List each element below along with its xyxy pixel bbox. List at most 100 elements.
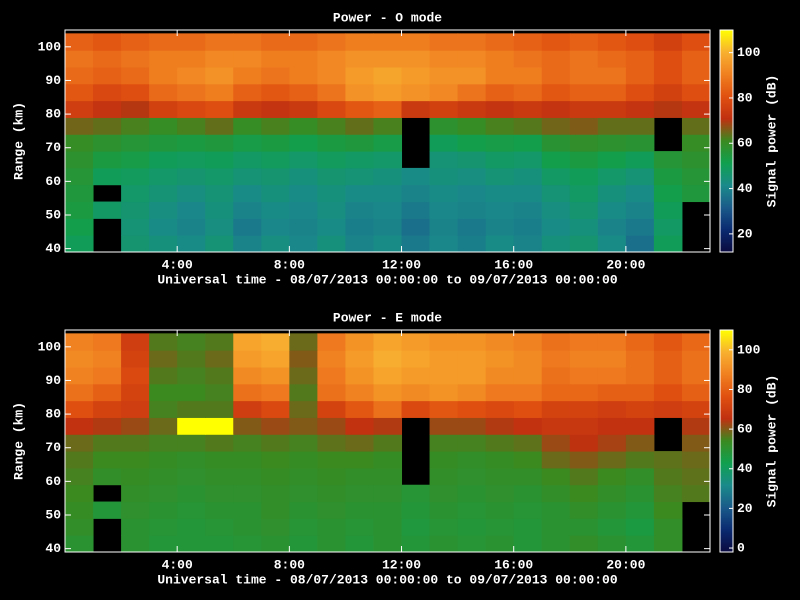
heat-cell — [261, 333, 290, 351]
heat-cell — [485, 367, 515, 385]
heat-cell — [625, 83, 655, 102]
heat-cell — [485, 167, 515, 186]
heat-cell — [261, 434, 290, 452]
heat-cell — [289, 383, 318, 402]
heat-cell — [65, 400, 94, 418]
heat-cell — [65, 50, 94, 68]
heat-cell — [625, 33, 655, 51]
heat-cell — [65, 367, 94, 385]
heat-cell — [541, 467, 571, 486]
heat-cell — [121, 518, 150, 536]
heat-cell — [681, 151, 710, 169]
heat-cell — [597, 434, 627, 452]
heat-cell — [653, 518, 683, 536]
heat-cell — [65, 484, 94, 503]
heat-cell — [597, 467, 627, 486]
heat-cell — [401, 67, 431, 85]
heat-cell — [121, 400, 150, 418]
heat-cell — [345, 501, 374, 519]
heat-cell — [261, 218, 290, 236]
heat-cell — [569, 235, 599, 252]
heat-cell — [205, 467, 234, 486]
heat-cell — [149, 33, 178, 51]
heat-cell — [345, 467, 374, 486]
heat-cell — [233, 117, 262, 135]
colorbar-tick-label: 100 — [737, 45, 761, 60]
heat-cell — [289, 400, 318, 418]
heat-cell — [625, 151, 655, 169]
heat-cell — [289, 333, 318, 351]
heat-cell — [513, 417, 543, 435]
heat-cell — [233, 151, 262, 169]
heat-cell — [513, 367, 543, 385]
heat-cell — [177, 67, 206, 85]
heat-cell — [233, 350, 262, 368]
heat-cell — [653, 501, 683, 519]
heat-cell — [429, 501, 459, 519]
heat-cell — [429, 117, 459, 135]
heat-cell — [541, 383, 571, 402]
heat-cell — [121, 33, 150, 51]
heat-cell — [261, 501, 290, 519]
heat-cell — [65, 184, 94, 203]
heat-cell — [65, 67, 94, 85]
heat-cell — [65, 518, 94, 536]
heat-cell — [569, 434, 599, 452]
heat-cell — [233, 501, 262, 519]
heat-cell — [345, 417, 374, 435]
heat-cell — [121, 134, 150, 152]
heat-cell — [373, 235, 403, 252]
heat-cell — [261, 451, 290, 469]
heat-cell — [681, 117, 710, 135]
heat-cell — [373, 535, 403, 552]
heat-cell — [569, 134, 599, 152]
heat-cell — [625, 100, 655, 118]
heat-cell — [373, 367, 403, 385]
heat-cell — [653, 350, 683, 368]
heat-cell — [625, 434, 655, 452]
heat-cell — [373, 184, 403, 203]
heat-cell — [93, 167, 122, 186]
heat-cell — [373, 50, 403, 68]
heat-cell — [121, 201, 150, 219]
colorbar-tick-label: 40 — [737, 181, 753, 196]
heat-cell — [429, 350, 459, 368]
heat-cell — [541, 67, 571, 85]
heat-cell — [625, 501, 655, 519]
heat-cell — [653, 50, 683, 68]
colorbar — [719, 29, 734, 253]
heat-cell — [569, 201, 599, 219]
heat-cell — [205, 400, 234, 418]
heat-cell — [93, 451, 122, 469]
heat-cell — [401, 167, 431, 186]
heat-cell — [485, 417, 515, 435]
heat-cell — [373, 201, 403, 219]
heat-cell — [261, 235, 290, 252]
heat-cell — [401, 100, 431, 118]
heat-cell — [289, 518, 318, 536]
heat-cell — [457, 67, 487, 85]
heat-cell — [261, 350, 290, 368]
heat-cell — [513, 184, 543, 203]
heat-cell — [65, 350, 94, 368]
x-axis-label: Universal time - 08/07/2013 00:00:00 to … — [157, 572, 617, 587]
heat-cell — [541, 201, 571, 219]
heat-cell — [93, 83, 122, 102]
heat-cell — [569, 218, 599, 236]
heat-cell — [205, 535, 234, 552]
heat-cell — [429, 167, 459, 186]
heat-cell — [177, 367, 206, 385]
heat-cell — [65, 467, 94, 486]
heat-cell — [93, 117, 122, 135]
heat-cell — [569, 167, 599, 186]
heat-cell — [569, 535, 599, 552]
heat-cell — [317, 350, 346, 368]
y-tick-label: 40 — [45, 241, 61, 256]
heat-cell — [345, 83, 374, 102]
heat-cell — [653, 184, 683, 203]
heat-cell — [65, 100, 94, 118]
heat-cell — [401, 535, 431, 552]
heat-cell — [401, 50, 431, 68]
heat-cell — [485, 484, 515, 503]
plot-frame — [64, 329, 711, 553]
